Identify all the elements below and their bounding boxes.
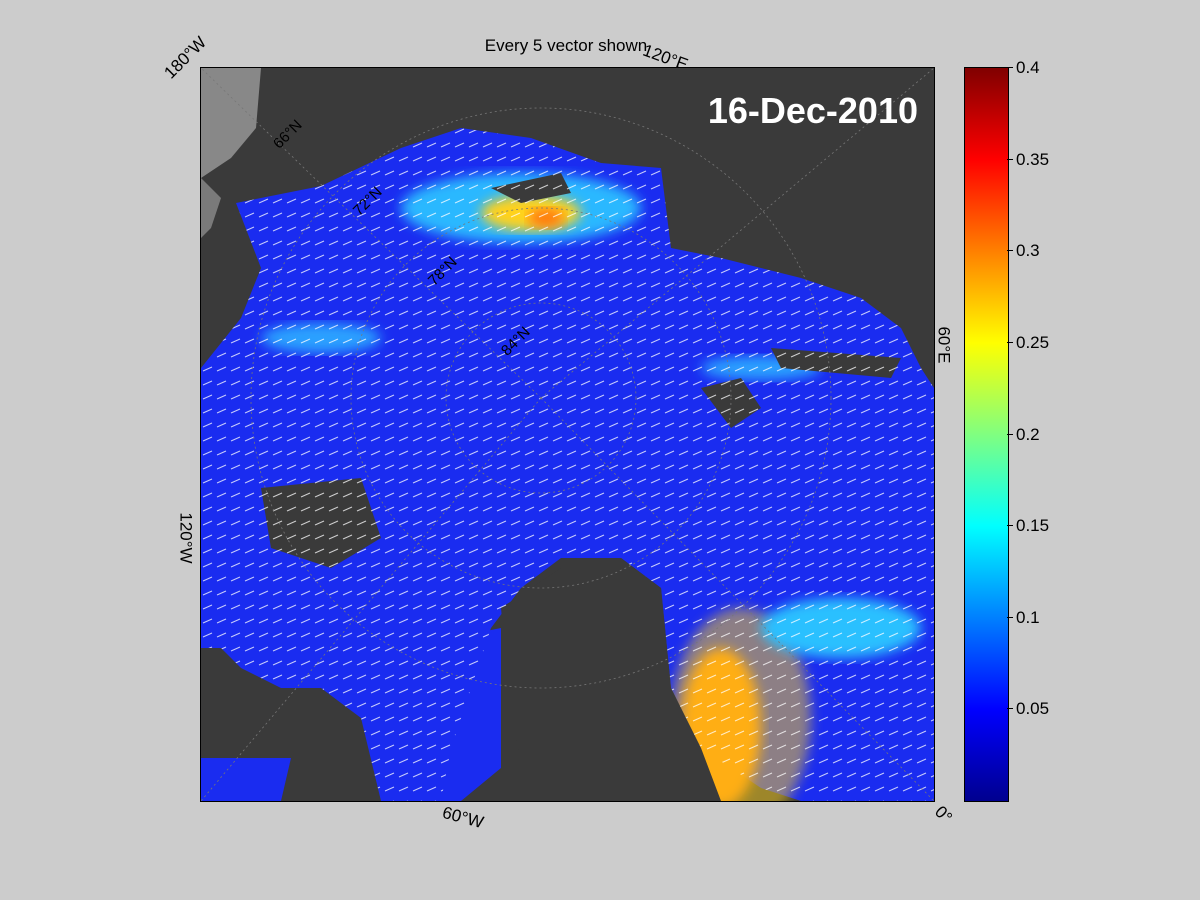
lon-label-60w: 60°W — [440, 802, 486, 833]
figure-title: Every 5 vector shown — [484, 36, 648, 55]
map-canvas — [201, 68, 934, 801]
sea-ice-drift-map: 16-Dec-2010 66°N 72°N 78°N 84°N — [200, 67, 935, 802]
colorbar-tick-label: 0.3 — [1016, 241, 1040, 260]
colorbar-tick-label: 0.2 — [1016, 425, 1040, 444]
colorbar-tick-label: 0.35 — [1016, 150, 1050, 169]
land-light-patch-2 — [201, 178, 221, 238]
colorbar — [964, 67, 1009, 802]
colorbar-tick-label: 0.15 — [1016, 516, 1050, 535]
graticule — [201, 68, 934, 801]
greenland-land — [501, 558, 721, 801]
colorbar-tick-label: 0.1 — [1016, 608, 1040, 627]
colorbar-tick-label: 0.05 — [1016, 699, 1050, 718]
lower-left-sea — [201, 758, 291, 801]
date-label: 16-Dec-2010 — [707, 90, 918, 131]
lon-label-60e: 60°E — [934, 326, 954, 364]
lon-label-120w: 120°W — [176, 512, 196, 564]
land-light-patch — [201, 68, 261, 178]
colorbar-tick-label: 0.25 — [1016, 333, 1050, 352]
lon-label-0: 0° — [931, 802, 956, 828]
colorbar-tick-label: 0.4 — [1016, 58, 1040, 77]
